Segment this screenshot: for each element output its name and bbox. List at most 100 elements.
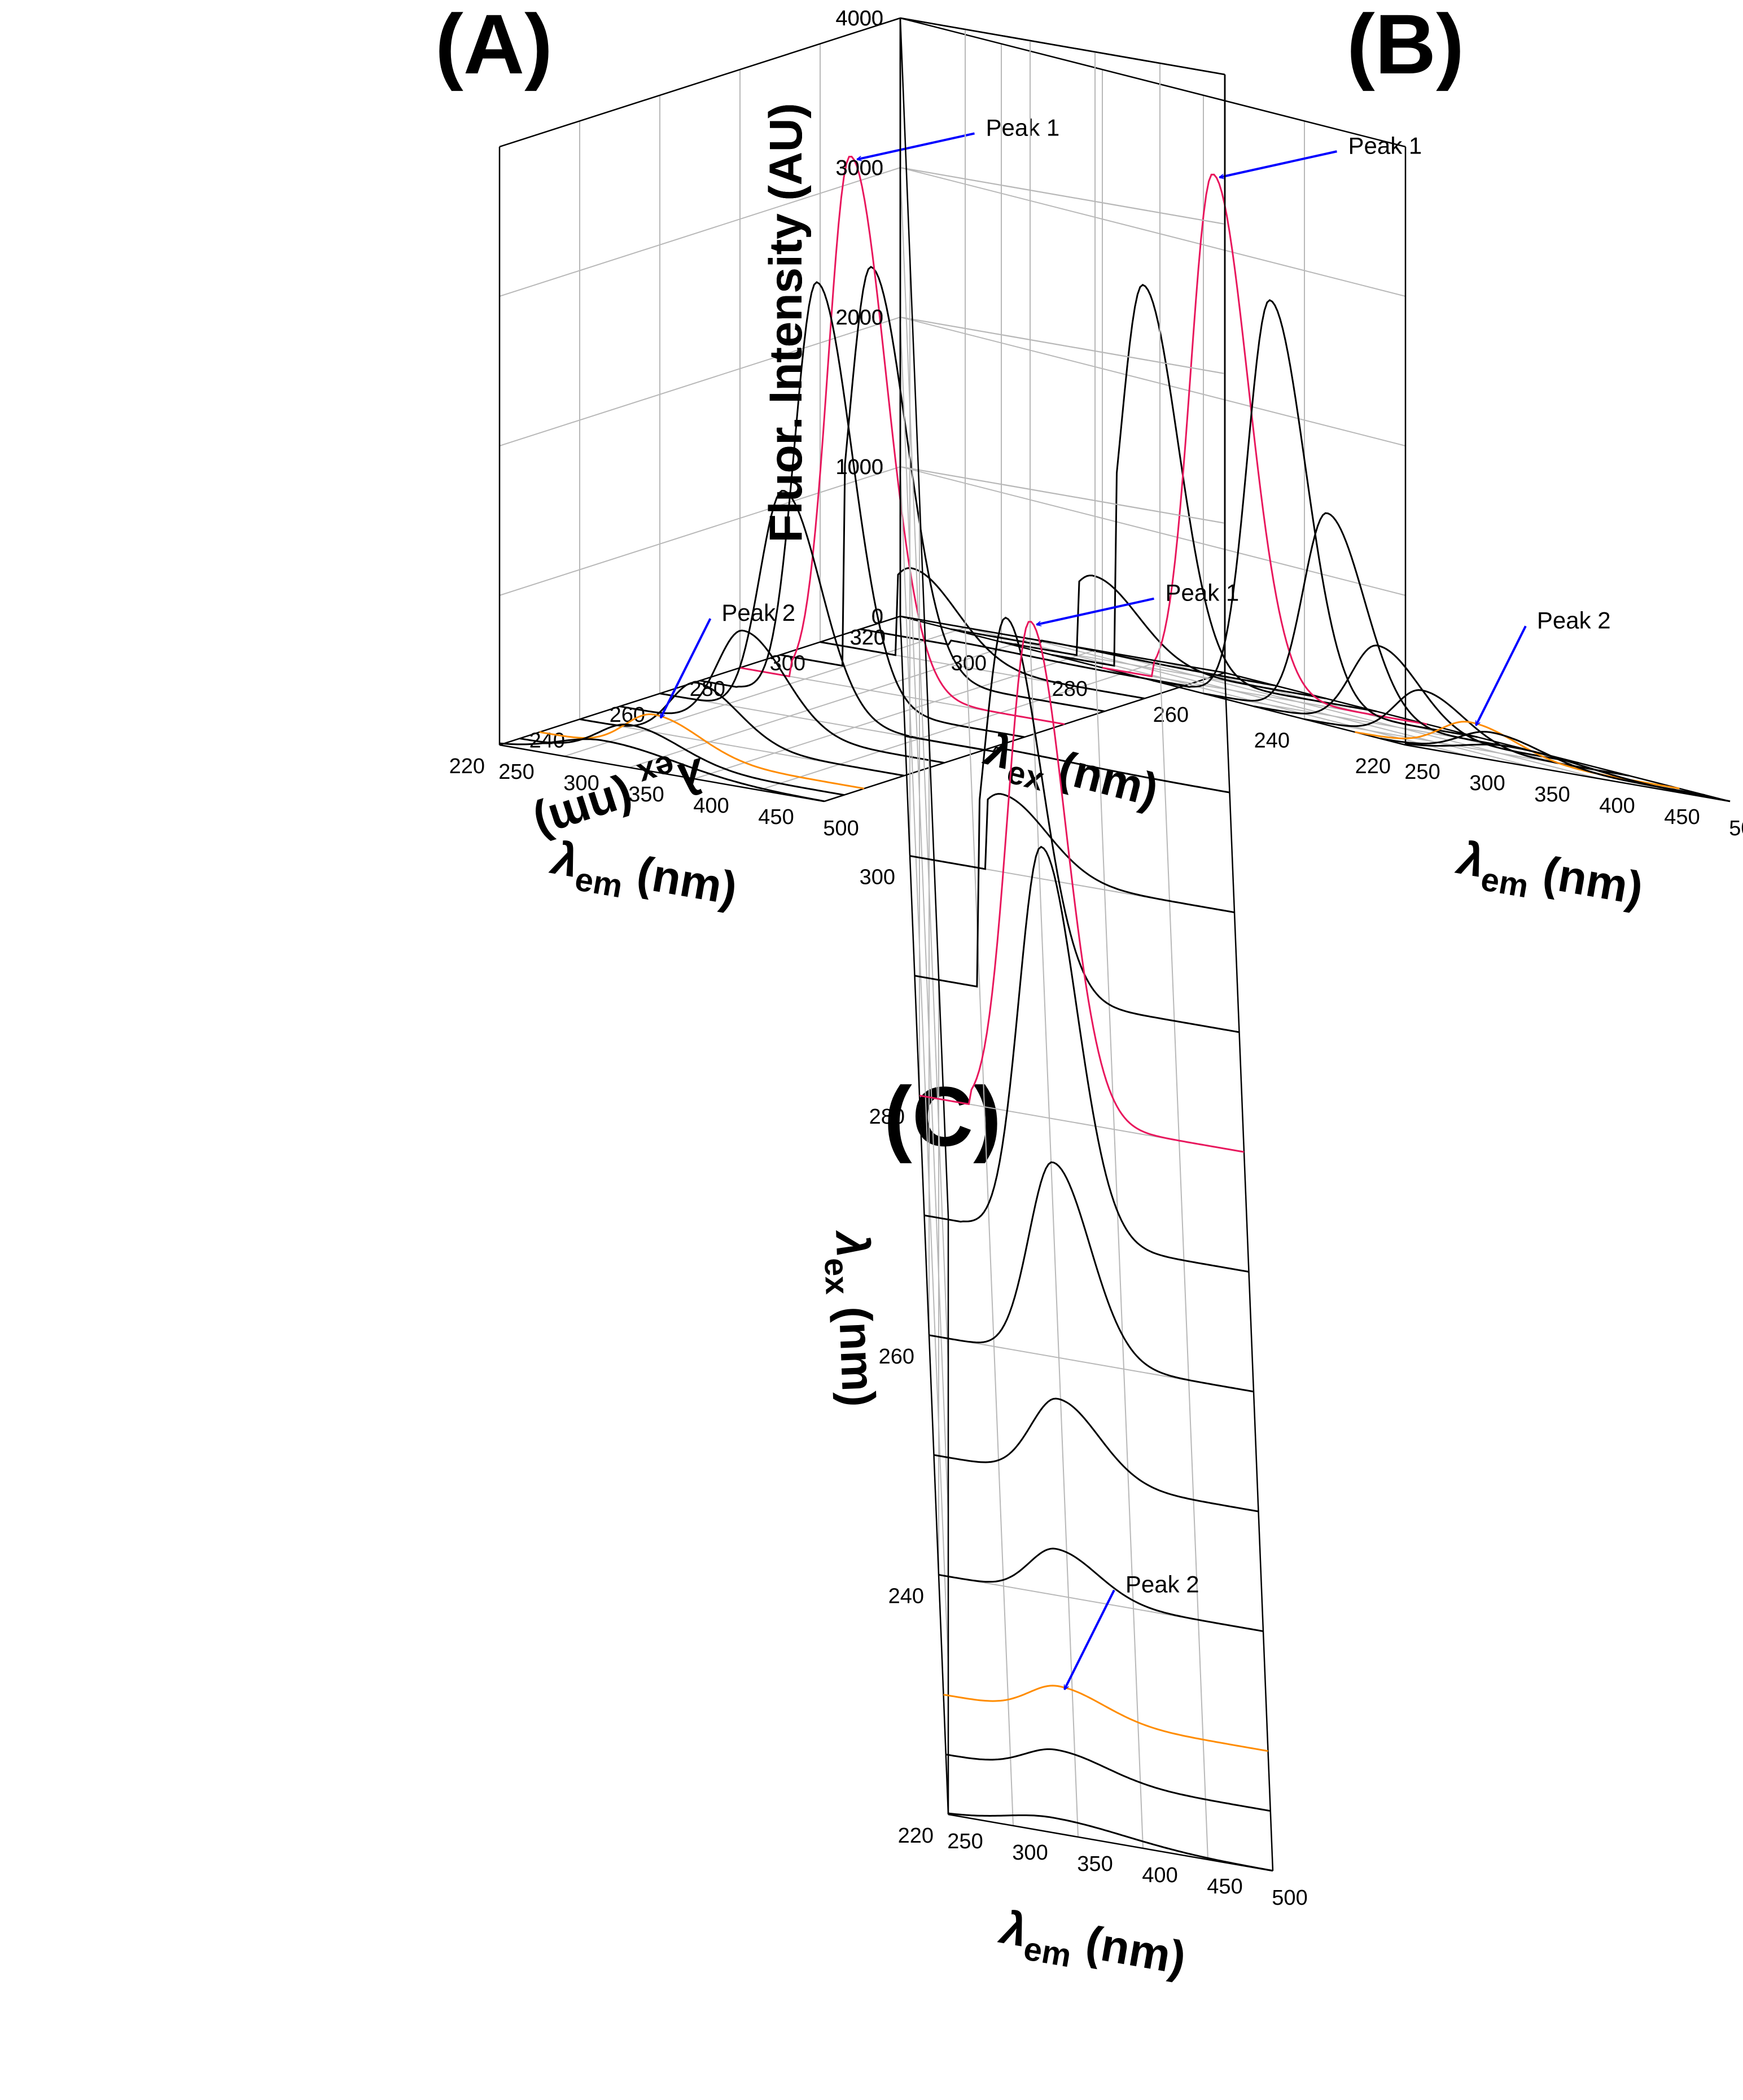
z-axis-title: Fluor. Intensity (AU) [760, 103, 812, 543]
annotation-arrow [1475, 625, 1527, 725]
ex-tick-label: 260 [1153, 703, 1189, 727]
ex-tick-label: 300 [860, 866, 895, 889]
grid-line [499, 466, 901, 596]
grid-line [1094, 650, 1144, 1849]
annotation-label: Peak 1 [1166, 580, 1240, 606]
z-tick-label: 1000 [835, 455, 883, 479]
grid-line [1094, 650, 1601, 779]
emission-trace-310 [951, 628, 1276, 687]
emission-trace-290 [1052, 283, 1377, 712]
em-tick-label: 500 [1272, 1886, 1307, 1910]
z-tick-label: 2000 [835, 306, 883, 330]
emission-trace-300 [1001, 575, 1326, 700]
ex-tick-label: 280 [1052, 677, 1088, 701]
annotation-arrow [1220, 150, 1337, 177]
emission-trace-260 [1203, 512, 1529, 751]
emission-trace-250 [619, 629, 945, 764]
emission-trace-270 [699, 281, 1025, 738]
z-tick-label: 4000 [835, 7, 883, 30]
emission-trace-220 [1405, 743, 1731, 803]
ex-tick-label: 240 [888, 1584, 924, 1608]
em-tick-label: 300 [563, 771, 599, 795]
frame-edge [900, 17, 1406, 148]
emission-trace-260 [929, 1161, 1254, 1393]
panel-b: (B) 0 1000 2000 3000 4000 220 240 260 280 300 320 25… [760, 0, 1743, 924]
em-tick-label: 500 [823, 817, 859, 840]
em-tick-label: 350 [1077, 1852, 1113, 1876]
emission-trace-220 [499, 738, 825, 803]
grid-line [900, 466, 949, 1665]
em-tick-label: 250 [947, 1830, 983, 1853]
grid-line [900, 167, 949, 1366]
em-tick-label: 250 [498, 760, 534, 784]
emission-trace-230 [539, 713, 865, 790]
em-tick-label: 400 [693, 794, 729, 818]
em-axis-title: λem (nm) [1451, 832, 1646, 924]
ex-tick-label: 220 [1355, 755, 1391, 778]
ex-axis-title: λex (nm) [816, 1228, 884, 1408]
grid-line [900, 466, 1406, 596]
grid-line [965, 627, 1471, 757]
frame-edge [900, 17, 1225, 76]
em-axis-title: λem (nm) [545, 832, 741, 924]
emission-trace-310 [860, 628, 1185, 687]
grid-line [900, 317, 1225, 374]
annotation-label: Peak 1 [986, 114, 1060, 141]
annotation-arrow [857, 132, 975, 159]
z-axis-title: Fluor. Intensity (AU) [760, 103, 812, 543]
frame-edge [1405, 744, 1731, 803]
emission-traces [905, 616, 1273, 1872]
ex-axis-title: λex (nm) [525, 739, 713, 851]
z-axis-title: Fluor. Intensity (AU) [760, 103, 812, 543]
axes-frame [899, 17, 1274, 1872]
em-axis-title: λem (nm) [993, 1901, 1189, 1994]
ex-tick-label: 300 [951, 652, 987, 676]
emission-trace-280 [1102, 173, 1427, 725]
em-tick-label: 400 [1599, 794, 1635, 818]
panel-c: (C)0100020003000400022024026028030032025… [760, 7, 1308, 1994]
annotation-arrow [1063, 1589, 1115, 1690]
em-tick-label: 300 [1469, 771, 1505, 795]
em-tick-label: 300 [1012, 1841, 1048, 1865]
ex-tick-label: 240 [1254, 729, 1290, 752]
z-tick-label: 4000 [835, 7, 883, 30]
em-tick-label: 250 [1404, 760, 1440, 784]
grid-lines [499, 17, 1225, 802]
ex-tick-label: 320 [850, 626, 886, 650]
em-tick-label: 350 [628, 783, 664, 806]
ex-tick-label: 300 [770, 652, 805, 676]
em-tick-label: 350 [1534, 783, 1570, 806]
emission-trace-230 [1355, 721, 1680, 790]
frame-edge [499, 17, 901, 148]
grid-line [499, 317, 901, 446]
axes-frame [498, 17, 1226, 803]
emission-traces [951, 173, 1731, 803]
emission-trace-225 [945, 1748, 1271, 1812]
z-tick-label: 1000 [835, 455, 883, 479]
em-tick-label: 450 [1207, 1875, 1242, 1899]
emission-trace-250 [934, 1397, 1259, 1512]
annotation-label: Peak 1 [1348, 132, 1422, 159]
grid-line [564, 627, 966, 757]
emission-trace-300 [909, 793, 1235, 914]
grid-line [1030, 638, 1079, 1838]
annotation-label: Peak 2 [1537, 607, 1611, 633]
annotation-arrow [659, 618, 712, 718]
em-tick-label: 450 [758, 805, 794, 829]
z-tick-label: 0 [872, 605, 883, 629]
emission-trace-290 [779, 266, 1105, 712]
emission-trace-220 [948, 1812, 1273, 1872]
grid-line [694, 650, 1096, 779]
grid-line [499, 167, 901, 297]
z-tick-label: 3000 [835, 156, 883, 180]
grid-line [900, 466, 1225, 524]
annotation-arrow [1037, 597, 1154, 625]
panel-title: (B) [1347, 0, 1464, 91]
emission-trace-230 [943, 1685, 1268, 1752]
emission-trace-300 [820, 567, 1145, 700]
em-tick-label: 400 [1142, 1864, 1177, 1887]
z-tick-label: 2000 [835, 306, 883, 330]
grid-lines [900, 17, 1273, 1871]
emission-trace-270 [924, 845, 1249, 1273]
